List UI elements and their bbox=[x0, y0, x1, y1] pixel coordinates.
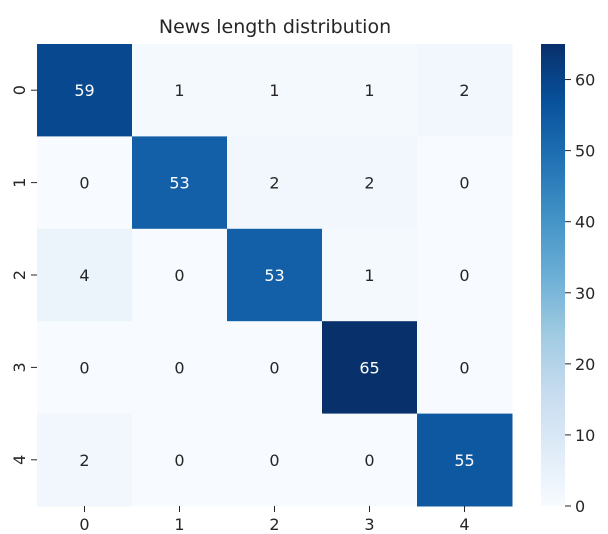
heatmap-cell bbox=[227, 136, 323, 230]
colorbar-tick-label: 20 bbox=[575, 355, 595, 374]
cell-value-label: 0 bbox=[79, 174, 89, 193]
heatmap-cell bbox=[227, 321, 323, 415]
colorbar bbox=[541, 44, 565, 506]
x-tick-label: 4 bbox=[459, 515, 469, 534]
heatmap-cell bbox=[227, 413, 323, 507]
heatmap-cell bbox=[132, 136, 228, 230]
heatmap-cell bbox=[322, 44, 418, 137]
colorbar-tick-label: 0 bbox=[575, 497, 585, 516]
heatmap-cell bbox=[37, 44, 133, 137]
heatmap-cell bbox=[417, 228, 513, 322]
chart-title: News length distribution bbox=[159, 16, 391, 38]
heatmap-cell bbox=[132, 321, 228, 415]
heatmap-cell bbox=[322, 321, 418, 415]
cell-value-label: 0 bbox=[174, 266, 184, 285]
heatmap-cell bbox=[417, 321, 513, 415]
y-tick-label: 0 bbox=[10, 85, 29, 95]
cell-value-label: 2 bbox=[79, 451, 89, 470]
y-tick-label: 3 bbox=[10, 362, 29, 372]
cell-value-label: 0 bbox=[174, 358, 184, 377]
cell-value-label: 1 bbox=[364, 266, 374, 285]
cell-value-label: 0 bbox=[269, 451, 279, 470]
heatmap-cell bbox=[37, 321, 133, 415]
colorbar-tick-label: 60 bbox=[575, 71, 595, 90]
cell-value-label: 0 bbox=[269, 358, 279, 377]
x-tick-label: 1 bbox=[174, 515, 184, 534]
colorbar-tick-label: 40 bbox=[575, 213, 595, 232]
heatmap-cell bbox=[322, 136, 418, 230]
heatmap-cells bbox=[37, 44, 513, 507]
cell-value-label: 55 bbox=[454, 451, 474, 470]
heatmap-cell bbox=[132, 228, 228, 322]
heatmap-cell bbox=[37, 413, 133, 507]
heatmap-cell bbox=[417, 44, 513, 137]
colorbar-tick-label: 10 bbox=[575, 426, 595, 445]
heatmap-cell bbox=[322, 413, 418, 507]
cell-value-label: 1 bbox=[269, 81, 279, 100]
cell-value-label: 4 bbox=[79, 266, 89, 285]
cell-value-label: 0 bbox=[174, 451, 184, 470]
heatmap-cell bbox=[417, 413, 513, 507]
heatmap-cell bbox=[322, 228, 418, 322]
cell-value-label: 0 bbox=[364, 451, 374, 470]
y-tick-label: 4 bbox=[10, 455, 29, 465]
heatmap-cell bbox=[227, 44, 323, 137]
cell-value-label: 0 bbox=[459, 174, 469, 193]
y-axis-ticks: 0 1 2 3 4 bbox=[10, 85, 37, 465]
colorbar-tick-label: 30 bbox=[575, 284, 595, 303]
cell-value-label: 1 bbox=[364, 81, 374, 100]
colorbar-tick-label: 50 bbox=[575, 142, 595, 161]
cell-value-label: 53 bbox=[264, 266, 284, 285]
y-tick-label: 1 bbox=[10, 178, 29, 188]
y-tick-label: 2 bbox=[10, 270, 29, 280]
x-tick-label: 3 bbox=[364, 515, 374, 534]
heatmap-cell bbox=[37, 136, 133, 230]
cell-value-label: 53 bbox=[169, 174, 189, 193]
cell-value-label: 2 bbox=[459, 81, 469, 100]
heatmap-cell bbox=[227, 228, 323, 322]
heatmap-cell-labels: 59 1 1 1 2 0 53 2 2 0 4 0 53 1 0 0 0 0 65 0 2 0 0 0 55 bbox=[74, 81, 474, 470]
cell-value-label: 2 bbox=[364, 174, 374, 193]
cell-value-label: 0 bbox=[79, 358, 89, 377]
x-axis-ticks: 0 1 2 3 4 bbox=[79, 506, 470, 534]
heatmap-cell bbox=[132, 413, 228, 507]
cell-value-label: 2 bbox=[269, 174, 279, 193]
x-tick-label: 2 bbox=[269, 515, 279, 534]
colorbar-gradient bbox=[541, 44, 565, 506]
cell-value-label: 1 bbox=[174, 81, 184, 100]
cell-value-label: 65 bbox=[359, 358, 379, 377]
x-tick-label: 0 bbox=[79, 515, 89, 534]
cell-value-label: 59 bbox=[74, 81, 94, 100]
colorbar-ticks: 0 10 20 30 40 50 60 bbox=[565, 71, 595, 516]
cell-value-label: 0 bbox=[459, 266, 469, 285]
heatmap-cell bbox=[417, 136, 513, 230]
cell-value-label: 0 bbox=[459, 358, 469, 377]
heatmap-cell bbox=[132, 44, 228, 137]
heatmap-cell bbox=[37, 228, 133, 322]
